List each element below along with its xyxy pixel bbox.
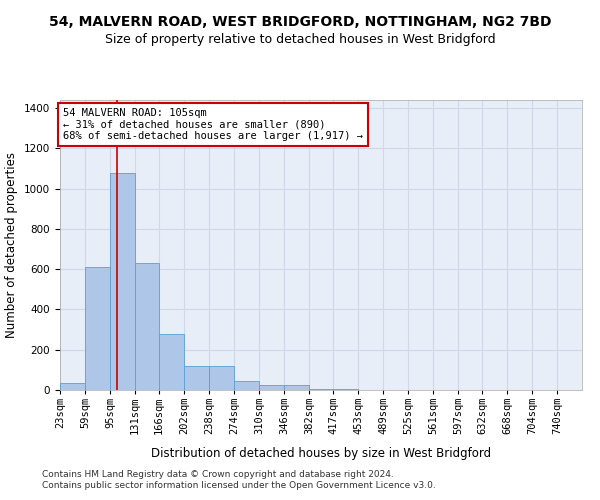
Bar: [334, 389, 358, 390]
Bar: [110, 172, 134, 390]
Text: 54, MALVERN ROAD, WEST BRIDGFORD, NOTTINGHAM, NG2 7BD: 54, MALVERN ROAD, WEST BRIDGFORD, NOTTIN…: [49, 15, 551, 29]
Bar: [235, 381, 259, 390]
Bar: [135, 263, 160, 390]
Bar: [184, 366, 209, 390]
Bar: [160, 334, 184, 390]
Text: Distribution of detached houses by size in West Bridgford: Distribution of detached houses by size …: [151, 448, 491, 460]
Bar: [284, 385, 308, 390]
Bar: [61, 383, 85, 390]
Bar: [309, 389, 334, 390]
Text: Size of property relative to detached houses in West Bridgford: Size of property relative to detached ho…: [104, 32, 496, 46]
Bar: [209, 366, 233, 390]
Text: Contains HM Land Registry data © Crown copyright and database right 2024.: Contains HM Land Registry data © Crown c…: [42, 470, 394, 479]
Bar: [85, 267, 110, 390]
Text: Contains public sector information licensed under the Open Government Licence v3: Contains public sector information licen…: [42, 481, 436, 490]
Bar: [259, 385, 284, 390]
Y-axis label: Number of detached properties: Number of detached properties: [5, 152, 19, 338]
Text: 54 MALVERN ROAD: 105sqm
← 31% of detached houses are smaller (890)
68% of semi-d: 54 MALVERN ROAD: 105sqm ← 31% of detache…: [63, 108, 363, 142]
